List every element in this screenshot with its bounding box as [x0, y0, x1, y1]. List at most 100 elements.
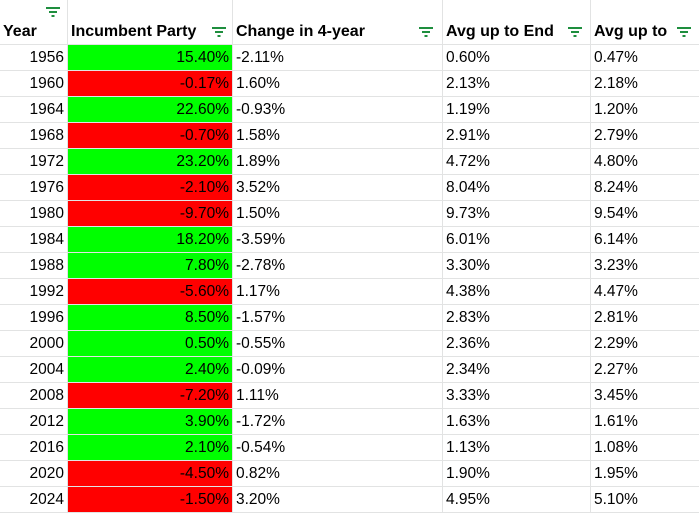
margin-cell[interactable]: -7.20%	[68, 383, 233, 408]
avg-up-to-election-cell[interactable]: 3.45%	[594, 387, 638, 404]
filter-icon[interactable]	[568, 26, 582, 38]
avg-up-to-election-cell[interactable]: 4.80%	[594, 153, 638, 170]
margin-cell[interactable]: -2.10%	[68, 175, 233, 200]
avg-up-to-election-cell[interactable]: 9.54%	[594, 205, 638, 222]
inflation-change-cell[interactable]: 1.89%	[233, 149, 443, 174]
year-cell[interactable]: 1996	[0, 305, 68, 330]
inflation-change-cell[interactable]: 3.20%	[233, 487, 443, 512]
margin-cell[interactable]: 15.40%	[68, 45, 233, 70]
year-cell[interactable]: 1968	[0, 123, 68, 148]
year-cell[interactable]: 1964	[0, 97, 68, 122]
avg-end-of-term-cell[interactable]: 2.13%	[443, 71, 591, 96]
inflation-change-cell[interactable]: 3.52%	[233, 175, 443, 200]
avg-up-to-election-cell[interactable]: 2.79%	[594, 127, 638, 144]
margin-cell[interactable]: 0.50%	[68, 331, 233, 356]
inflation-change-cell[interactable]: 1.58%	[233, 123, 443, 148]
column-header-inflation-change[interactable]: Change in 4-year Average Inflation Rate	[233, 0, 443, 44]
avg-up-to-election-cell[interactable]: 2.81%	[594, 309, 638, 326]
margin-cell[interactable]: 2.40%	[68, 357, 233, 382]
avg-up-to-election-cell[interactable]: 5.10%	[594, 491, 638, 508]
avg-end-of-term-cell[interactable]: 2.36%	[443, 331, 591, 356]
year-cell[interactable]: 2024	[0, 487, 68, 512]
year-cell[interactable]: 2016	[0, 435, 68, 460]
avg-up-to-election-cell[interactable]: 4.47%	[594, 283, 638, 300]
avg-end-of-term-cell[interactable]: 3.33%	[443, 383, 591, 408]
year-cell[interactable]: 2004	[0, 357, 68, 382]
inflation-change-cell[interactable]: 1.60%	[233, 71, 443, 96]
avg-up-to-election-cell[interactable]: 1.08%	[594, 439, 638, 456]
avg-end-of-term-cell[interactable]: 1.90%	[443, 461, 591, 486]
avg-up-to-election-cell[interactable]: 8.24%	[594, 179, 638, 196]
year-cell[interactable]: 1976	[0, 175, 68, 200]
filter-icon[interactable]	[419, 26, 433, 38]
avg-end-of-term-cell[interactable]: 2.91%	[443, 123, 591, 148]
avg-end-of-term-cell[interactable]: 1.63%	[443, 409, 591, 434]
avg-end-of-term-cell[interactable]: 4.72%	[443, 149, 591, 174]
inflation-change-cell[interactable]: -2.78%	[233, 253, 443, 278]
avg-end-of-term-cell[interactable]: 0.60%	[443, 45, 591, 70]
year-cell[interactable]: 1988	[0, 253, 68, 278]
year-cell[interactable]: 1984	[0, 227, 68, 252]
margin-cell[interactable]: -1.50%	[68, 487, 233, 512]
margin-cell[interactable]: 22.60%	[68, 97, 233, 122]
year-cell[interactable]: 2000	[0, 331, 68, 356]
year-cell[interactable]: 2020	[0, 461, 68, 486]
inflation-change-cell[interactable]: -0.54%	[233, 435, 443, 460]
filter-icon[interactable]	[46, 6, 60, 18]
inflation-change-cell[interactable]: -1.72%	[233, 409, 443, 434]
inflation-change-cell[interactable]: -2.11%	[233, 45, 443, 70]
inflation-change-cell[interactable]: -0.93%	[233, 97, 443, 122]
column-header-avg-up-to-election[interactable]: Avg up to Election	[591, 0, 699, 44]
avg-up-to-election-cell[interactable]: 1.95%	[594, 465, 638, 482]
avg-end-of-term-cell[interactable]: 8.04%	[443, 175, 591, 200]
filter-icon[interactable]	[212, 26, 226, 38]
inflation-change-cell[interactable]: 1.50%	[233, 201, 443, 226]
inflation-change-cell[interactable]: -1.57%	[233, 305, 443, 330]
column-header-year[interactable]: Year	[0, 0, 68, 44]
year-cell[interactable]: 1972	[0, 149, 68, 174]
avg-end-of-term-cell[interactable]: 6.01%	[443, 227, 591, 252]
avg-end-of-term-cell[interactable]: 2.34%	[443, 357, 591, 382]
inflation-change-cell[interactable]: 1.11%	[233, 383, 443, 408]
margin-cell[interactable]: -4.50%	[68, 461, 233, 486]
column-header-margin[interactable]: Incumbent Party PV Margin	[68, 0, 233, 44]
avg-end-of-term-cell[interactable]: 1.19%	[443, 97, 591, 122]
year-cell[interactable]: 2012	[0, 409, 68, 434]
year-cell[interactable]: 1956	[0, 45, 68, 70]
avg-end-of-term-cell[interactable]: 4.95%	[443, 487, 591, 512]
avg-up-to-election-cell[interactable]: 1.61%	[594, 413, 638, 430]
avg-up-to-election-cell[interactable]: 2.18%	[594, 75, 638, 92]
avg-end-of-term-cell[interactable]: 3.30%	[443, 253, 591, 278]
margin-cell[interactable]: 8.50%	[68, 305, 233, 330]
margin-cell[interactable]: 18.20%	[68, 227, 233, 252]
margin-cell[interactable]: -0.17%	[68, 71, 233, 96]
margin-cell[interactable]: 2.10%	[68, 435, 233, 460]
avg-up-to-election-cell[interactable]: 1.20%	[594, 101, 638, 118]
inflation-change-cell[interactable]: -0.09%	[233, 357, 443, 382]
avg-up-to-election-cell[interactable]: 3.23%	[594, 257, 638, 274]
year-cell[interactable]: 1980	[0, 201, 68, 226]
margin-cell[interactable]: -5.60%	[68, 279, 233, 304]
inflation-change-cell[interactable]: 1.17%	[233, 279, 443, 304]
margin-cell[interactable]: 3.90%	[68, 409, 233, 434]
avg-up-to-election-cell[interactable]: 6.14%	[594, 231, 638, 248]
inflation-change-cell[interactable]: -3.59%	[233, 227, 443, 252]
column-header-avg-end-of-term[interactable]: Avg up to End of Term	[443, 0, 591, 44]
avg-end-of-term-cell[interactable]: 2.83%	[443, 305, 591, 330]
avg-end-of-term-cell[interactable]: 1.13%	[443, 435, 591, 460]
avg-up-to-election-cell[interactable]: 2.27%	[594, 361, 638, 378]
margin-cell[interactable]: 7.80%	[68, 253, 233, 278]
filter-icon[interactable]	[677, 26, 691, 38]
avg-end-of-term-cell[interactable]: 4.38%	[443, 279, 591, 304]
avg-end-of-term-cell[interactable]: 9.73%	[443, 201, 591, 226]
margin-cell[interactable]: -0.70%	[68, 123, 233, 148]
avg-up-to-election-cell[interactable]: 2.29%	[594, 335, 638, 352]
margin-cell[interactable]: -9.70%	[68, 201, 233, 226]
avg-up-to-election-cell[interactable]: 0.47%	[594, 49, 638, 66]
margin-cell[interactable]: 23.20%	[68, 149, 233, 174]
inflation-change-cell[interactable]: 0.82%	[233, 461, 443, 486]
year-cell[interactable]: 1992	[0, 279, 68, 304]
inflation-change-cell[interactable]: -0.55%	[233, 331, 443, 356]
year-cell[interactable]: 2008	[0, 383, 68, 408]
year-cell[interactable]: 1960	[0, 71, 68, 96]
